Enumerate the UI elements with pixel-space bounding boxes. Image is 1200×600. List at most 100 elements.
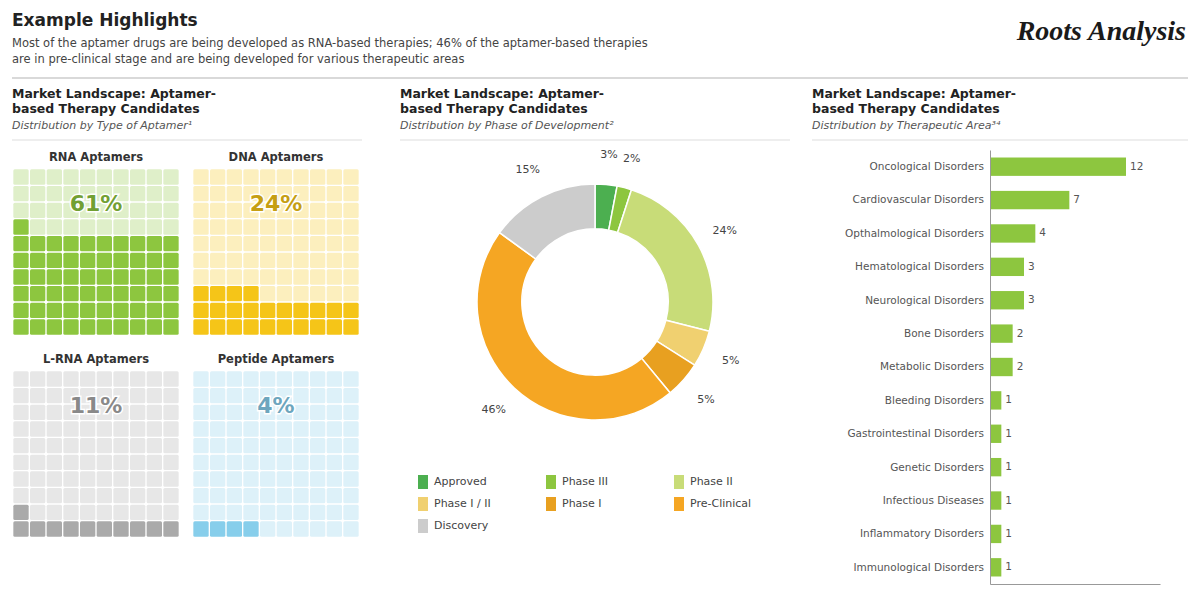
waffle-cell [63,286,78,301]
waffle-empty-cell [293,286,308,301]
waffle-empty-cell [63,438,78,453]
panel-subtitle: Distribution by Type of Aptamer¹ [12,119,362,132]
waffle-cell [30,269,45,284]
waffle-empty-cell [243,455,258,470]
waffle-category-label: L-RNA Aptamers [43,352,149,366]
waffle-empty-cell [130,455,145,470]
waffle-empty-cell [327,421,342,436]
waffle-cell [277,319,292,334]
waffle-empty-cell [210,186,225,201]
waffle-empty-cell [97,438,112,453]
y-tick-label: Gastrointestinal Disorders [847,427,984,439]
waffle-empty-cell [293,371,308,386]
waffle-empty-cell [277,505,292,520]
waffle-empty-cell [343,438,358,453]
x-axis [991,584,1161,585]
waffle-empty-cell [293,421,308,436]
waffle-empty-cell [343,269,358,284]
waffle-empty-cell [227,438,242,453]
bar [990,324,1013,342]
waffle-empty-cell [310,421,325,436]
y-tick-label: Inflammatory Disorders [860,527,984,539]
waffle-empty-cell [343,169,358,184]
waffle-empty-cell [343,286,358,301]
waffle-empty-cell [13,421,28,436]
waffle-empty-cell [343,455,358,470]
waffle-empty-cell [163,488,178,503]
waffle-empty-cell [147,219,162,234]
waffle-empty-cell [13,186,28,201]
waffle-empty-cell [30,203,45,218]
data-label: 11% [70,393,123,418]
waffle-cell [80,286,95,301]
legend-item: Phase II [674,475,733,489]
waffle-empty-cell [343,203,358,218]
legend-label: Phase I / II [434,497,491,510]
y-tick: Immunological Disorders [853,561,990,573]
waffle-empty-cell [147,471,162,486]
waffle-empty-cell [227,471,242,486]
waffle-empty-cell [227,405,242,420]
waffle-cell [97,269,112,284]
waffle-empty-cell [327,371,342,386]
y-tick-label: Immunological Disorders [853,561,984,573]
legend-label: Phase III [562,475,608,488]
y-tick: Cardiovascular Disorders [853,193,990,205]
waffle-cell [47,521,62,536]
waffle-empty-cell [147,505,162,520]
waffle-empty-cell [210,421,225,436]
waffle-empty-cell [327,203,342,218]
waffle-cell [163,269,178,284]
legend-swatch [546,497,556,511]
waffle-cell [163,303,178,318]
waffle-empty-cell [30,505,45,520]
waffle-cell [13,219,28,234]
waffle-cell [30,521,45,536]
waffle-empty-cell [47,219,62,234]
waffle-cell [193,319,208,334]
waffle-empty-cell [163,455,178,470]
waffle-empty-cell [210,505,225,520]
waffle-cell [130,286,145,301]
waffle-empty-cell [210,219,225,234]
waffle-cell [147,253,162,268]
waffle-empty-cell [130,471,145,486]
waffle-empty-cell [130,203,145,218]
waffle-cell [47,253,62,268]
legend-swatch [674,475,684,489]
donut: 3%2%24%5%5%46%15% [477,148,740,420]
waffle-empty-cell [113,505,128,520]
waffle-empty-cell [163,421,178,436]
legend-label: Pre-Clinical [690,497,751,510]
waffle-cell [130,236,145,251]
legend-item: Phase I [546,497,602,511]
waffle-cell [163,236,178,251]
y-tick-label: Infectious Diseases [883,494,984,506]
waffle-empty-cell [13,438,28,453]
waffle-empty-cell [343,253,358,268]
waffle-empty-cell [113,471,128,486]
waffle-empty-cell [243,253,258,268]
waffle-empty-cell [113,455,128,470]
waffle-empty-cell [97,371,112,386]
waffle-empty-cell [163,388,178,403]
waffle-empty-cell [310,236,325,251]
waffle-cell [30,253,45,268]
waffle-empty-cell [310,253,325,268]
panel-head: Market Landscape: Aptamer- based Therapy… [812,86,1188,132]
waffle-empty-cell [310,371,325,386]
waffle-empty-cell [327,505,342,520]
data-label: 24% [712,224,736,237]
waffle-cell [163,319,178,334]
waffle-cell [97,253,112,268]
waffle-cell [13,236,28,251]
waffle-empty-cell [130,371,145,386]
waffle-empty-cell [343,219,358,234]
waffle-empty-cell [310,488,325,503]
waffle-empty-cell [147,455,162,470]
waffle: 11% [13,371,178,536]
waffle-empty-cell [47,186,62,201]
legend-label: Phase I [562,497,602,510]
waffle-empty-cell [80,438,95,453]
waffle-empty-cell [210,203,225,218]
